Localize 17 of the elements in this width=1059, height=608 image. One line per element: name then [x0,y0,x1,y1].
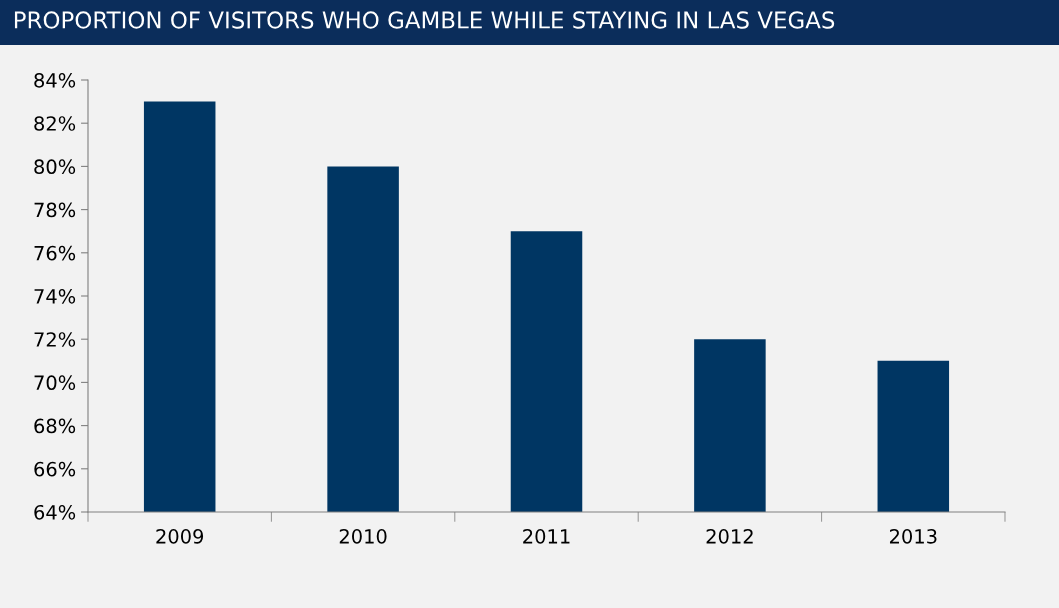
y-tick-label: 78% [34,202,76,218]
y-tick-label: 70% [34,375,76,391]
y-tick-label: 76% [34,245,76,261]
chart-title: PROPORTION OF VISITORS WHO GAMBLE WHILE STAYING IN LAS VEGAS [14,11,835,29]
y-tick-label: 74% [34,288,76,304]
y-tick-label: 80% [34,159,76,175]
y-tick-label: 64% [34,504,76,520]
y-tick-label: 82% [34,116,76,131]
x-tick-label: 2009 [156,529,204,544]
x-tick-label: 2010 [339,529,387,544]
y-tick-label: 66% [34,461,76,477]
y-tick-label: 72% [34,332,76,347]
x-tick-label: 2012 [706,529,753,544]
y-tick-label: 68% [34,418,76,434]
x-tick-label: 2011 [523,529,570,544]
x-tick-label: 2013 [889,529,937,544]
y-tick-label: 84% [34,72,76,88]
